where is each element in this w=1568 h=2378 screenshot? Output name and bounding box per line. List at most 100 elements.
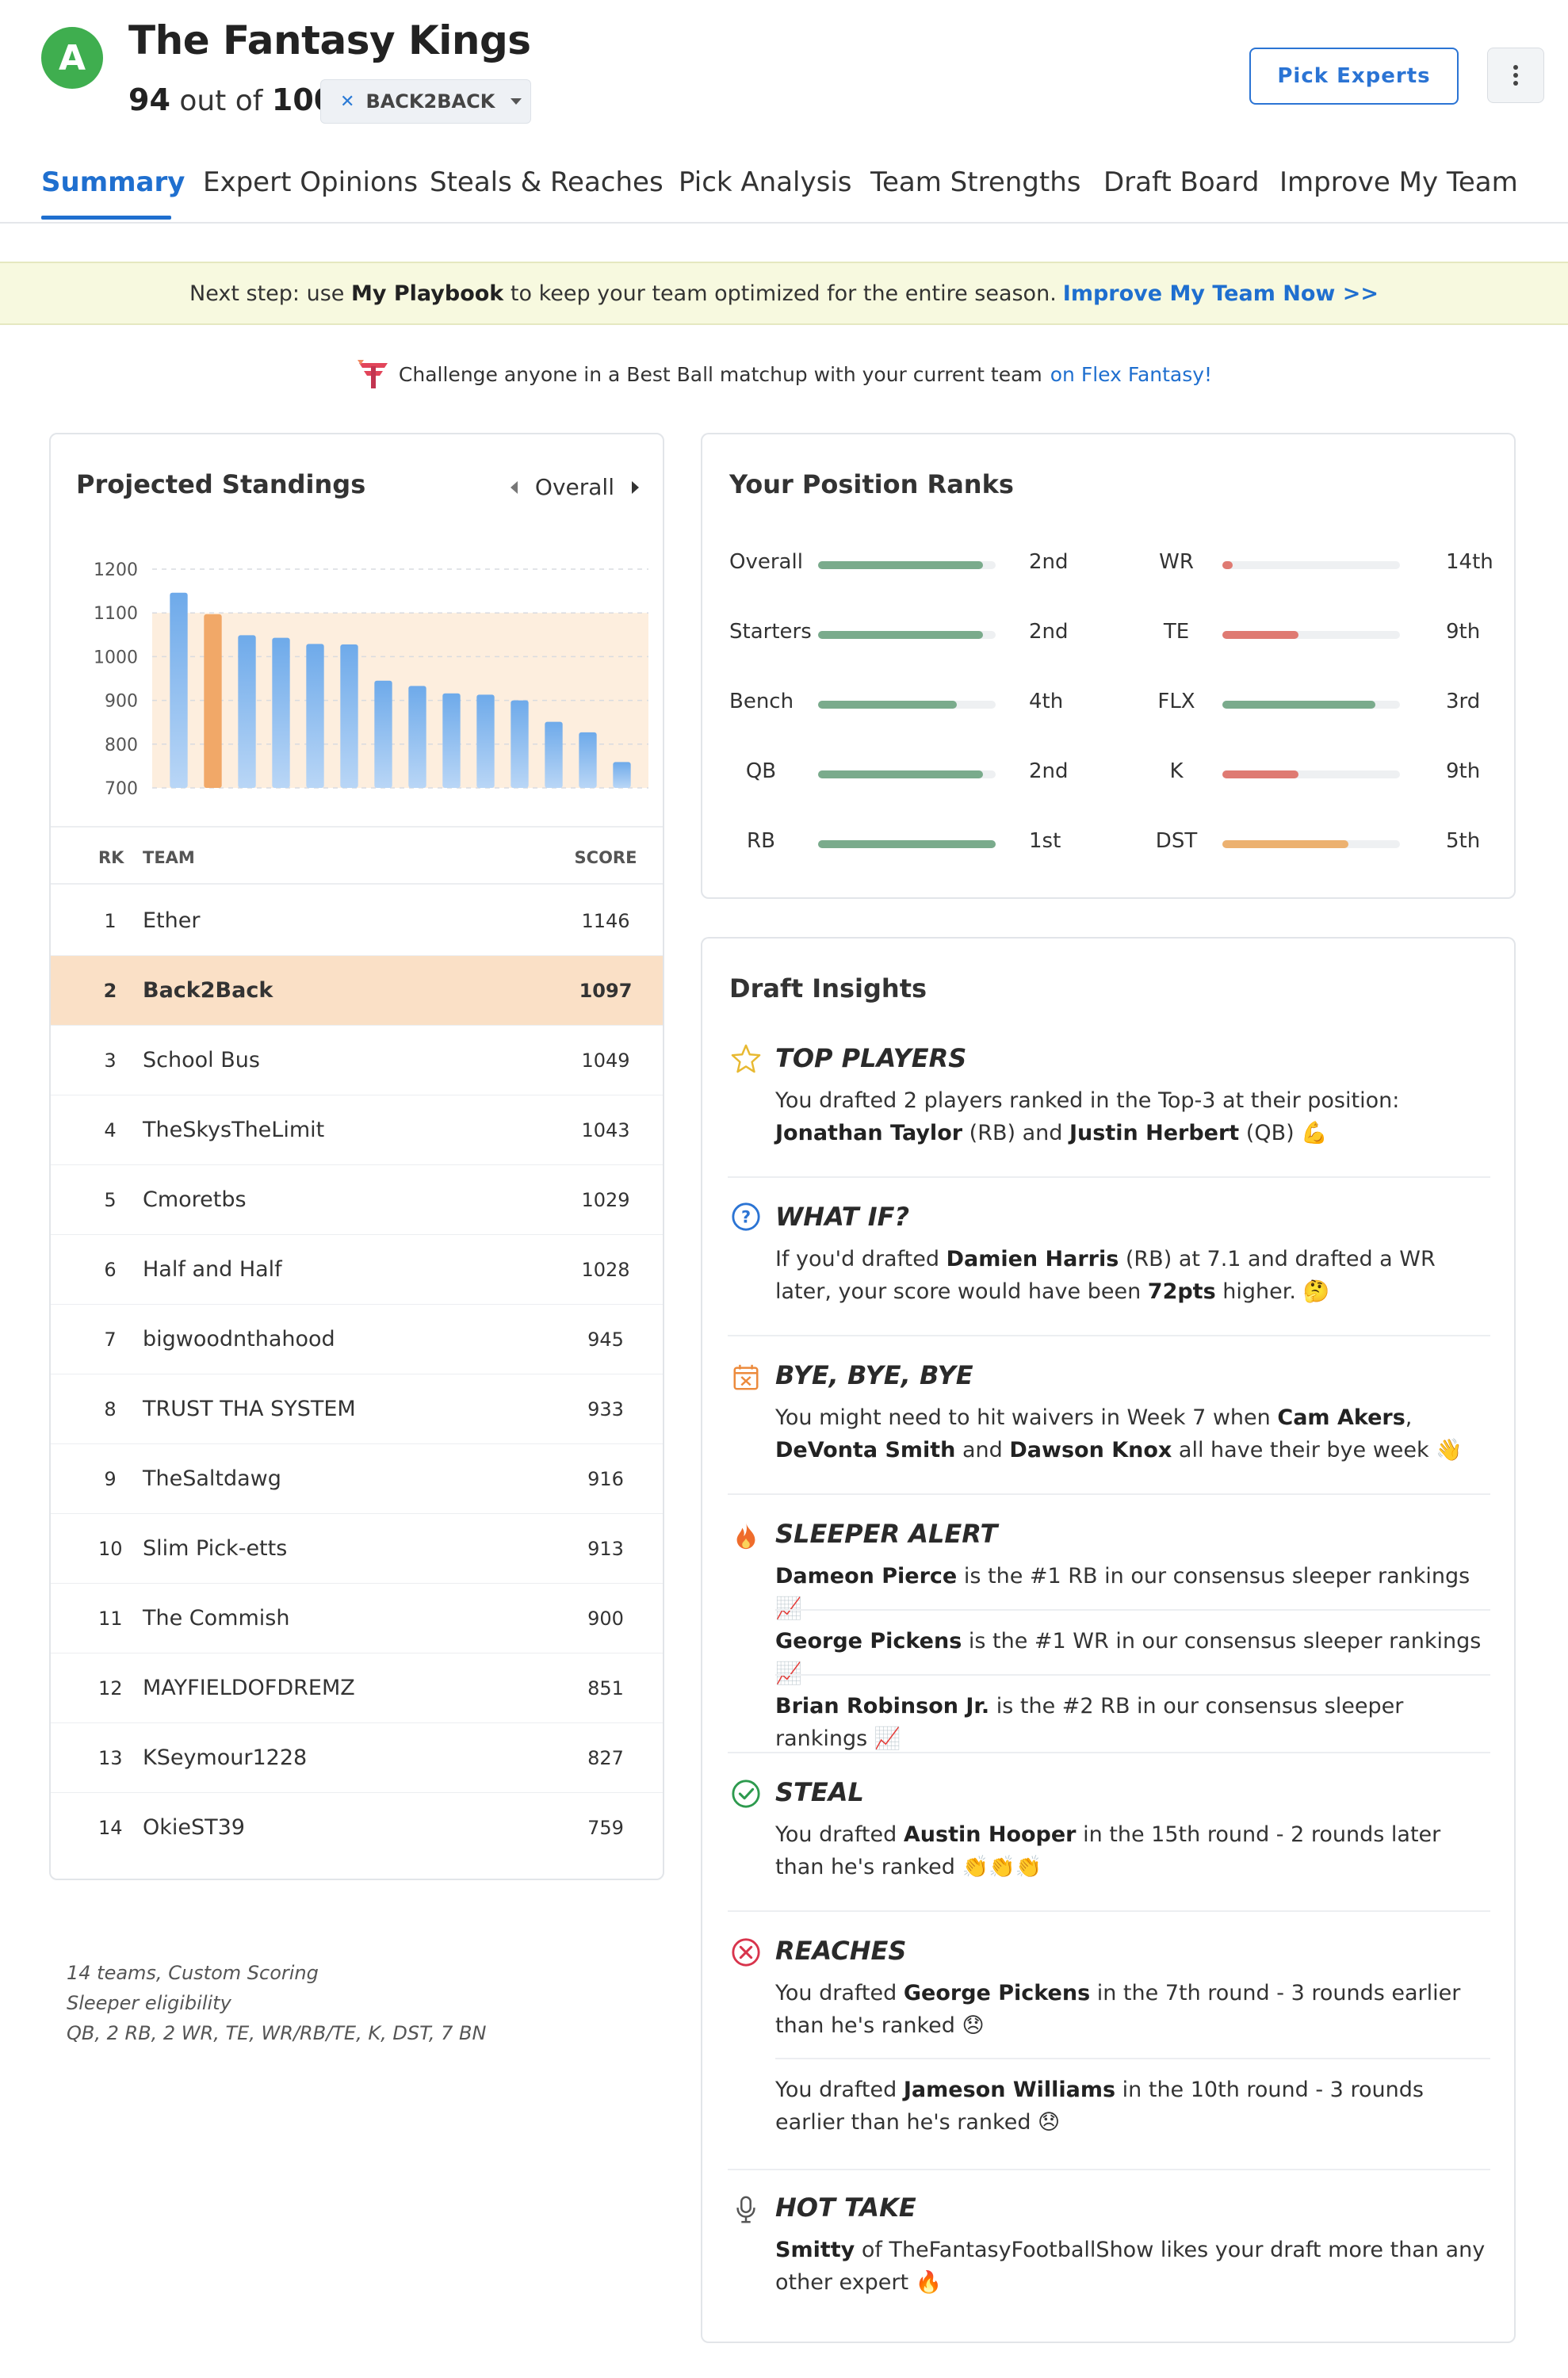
row-rank: 6 [104, 1259, 117, 1281]
position-rank-value: 9th [1446, 759, 1481, 783]
tab-pick-analysis[interactable]: Pick Analysis [679, 166, 852, 198]
insight-bye-title: BYE, BYE, BYE [775, 1360, 973, 1390]
tp-text-3: (QB) 💪 [1245, 1121, 1328, 1145]
more-options-button[interactable] [1487, 48, 1544, 103]
position-label: Overall [729, 550, 803, 574]
row-score: 1146 [581, 910, 630, 932]
sleeper-text-2: is the #1 WR in our consensus sleeper ra… [775, 1629, 1482, 1686]
reach-player-2[interactable]: Jameson Williams [903, 2078, 1116, 2102]
row-rank: 3 [104, 1049, 117, 1072]
row-score: 900 [587, 1608, 624, 1630]
bye-text-2: , [1405, 1405, 1413, 1430]
standings-row[interactable]: 3 School Bus 1049 [51, 1026, 663, 1095]
pick-experts-button[interactable]: Pick Experts [1249, 48, 1459, 105]
rank-bar-fill [818, 701, 957, 709]
tab-summary[interactable]: Summary [41, 166, 185, 198]
standings-row[interactable]: 13 KSeymour1228 827 [51, 1723, 663, 1793]
hot-take-text: of TheFantasyFootballShow likes your dra… [775, 2238, 1486, 2295]
sleeper-player-3[interactable]: Brian Robinson Jr. [775, 1694, 990, 1719]
bar-thesaltdawg [442, 693, 461, 788]
bye-player-1[interactable]: Cam Akers [1277, 1405, 1405, 1430]
row-team: TheSkysTheLimit [143, 1118, 325, 1142]
bye-player-2[interactable]: DeVonta Smith [775, 1438, 956, 1462]
league-roster: QB, 2 RB, 2 WR, TE, WR/RB/TE, K, DST, 7 … [67, 2022, 487, 2044]
row-rank: 11 [98, 1608, 123, 1630]
standings-row[interactable]: 10 Slim Pick-etts 913 [51, 1514, 663, 1584]
row-team: Ether [143, 908, 201, 933]
row-score: 1049 [581, 1049, 630, 1072]
check-circle-icon [732, 1780, 760, 1808]
standings-row[interactable]: 5 Cmoretbs 1029 [51, 1165, 663, 1235]
reach-item: You drafted Jameson Williams in the 10th… [775, 2074, 1489, 2139]
bar-kseymour1228 [579, 732, 597, 788]
hot-take-expert[interactable]: Smitty [775, 2238, 855, 2262]
active-tab-indicator [41, 216, 171, 220]
position-label: WR [1159, 550, 1194, 574]
bar-okiest39 [613, 762, 631, 788]
row-team: Slim Pick-etts [143, 1536, 288, 1561]
clear-icon[interactable]: ✕ [340, 91, 355, 112]
row-team: TRUST THA SYSTEM [143, 1397, 356, 1421]
flex-fantasy-link[interactable]: on Flex Fantasy! [1050, 362, 1213, 386]
standings-row[interactable]: 4 TheSkysTheLimit 1043 [51, 1095, 663, 1165]
standings-row[interactable]: 8 TRUST THA SYSTEM 933 [51, 1374, 663, 1444]
star-icon [731, 1044, 761, 1073]
position-rank-value: 2nd [1029, 550, 1069, 574]
rank-bar-track [818, 701, 996, 709]
standings-title: Projected Standings [76, 469, 366, 499]
standings-row[interactable]: 1 Ether 1146 [51, 886, 663, 956]
y-tick-label: 700 [105, 779, 138, 799]
insight-divider [728, 1176, 1490, 1178]
row-score: 945 [587, 1329, 624, 1351]
reach-text-2a: You drafted [775, 2078, 897, 2102]
position-rank-value: 2nd [1029, 759, 1069, 783]
team-select[interactable]: ✕ BACK2BACK [320, 79, 531, 124]
standings-row[interactable]: 9 TheSaltdawg 916 [51, 1444, 663, 1514]
reach-player-1[interactable]: George Pickens [903, 1981, 1091, 2005]
improve-team-link[interactable]: Improve My Team Now >> [1062, 281, 1379, 306]
tab-improve-my-team[interactable]: Improve My Team [1279, 166, 1518, 198]
chevron-down-icon [511, 98, 522, 105]
insight-steal-title: STEAL [775, 1777, 864, 1807]
row-rank: 14 [98, 1817, 123, 1839]
tab-expert-opinions[interactable]: Expert Opinions [203, 166, 419, 198]
row-team: Cmoretbs [143, 1187, 247, 1212]
standings-row[interactable]: 6 Half and Half 1028 [51, 1235, 663, 1305]
row-rank: 5 [104, 1189, 117, 1211]
row-score: 933 [587, 1398, 624, 1420]
standings-row[interactable]: 14 OkieST39 759 [51, 1793, 663, 1863]
next-arrow-icon[interactable] [632, 480, 639, 494]
standings-row[interactable]: 2 Back2Back 1097 [51, 956, 663, 1026]
prev-arrow-icon[interactable] [510, 480, 518, 494]
tab-draft-board[interactable]: Draft Board [1103, 166, 1260, 198]
tp-player-1[interactable]: Jonathan Taylor [775, 1121, 963, 1145]
rank-bar-track [818, 770, 996, 778]
standings-row[interactable]: 7 bigwoodnthahood 945 [51, 1305, 663, 1374]
rank-bar-fill [818, 840, 996, 848]
bar-back2back [204, 614, 222, 788]
position-rank-value: 3rd [1446, 690, 1481, 713]
row-team: Back2Back [143, 978, 273, 1003]
sleeper-player-2[interactable]: George Pickens [775, 1629, 962, 1654]
insight-divider [728, 1335, 1490, 1336]
steal-text-1: You drafted [775, 1822, 897, 1847]
wi-player[interactable]: Damien Harris [946, 1247, 1119, 1271]
insight-hot-take-title: HOT TAKE [775, 2193, 916, 2223]
standings-row[interactable]: 11 The Commish 900 [51, 1584, 663, 1654]
sleeper-divider [775, 1674, 1490, 1676]
steal-player[interactable]: Austin Hooper [903, 1822, 1077, 1847]
tp-player-2[interactable]: Justin Herbert [1069, 1121, 1240, 1145]
standings-row[interactable]: 12 MAYFIELDOFDREMZ 851 [51, 1654, 663, 1723]
rank-bar-track [818, 631, 996, 639]
sleeper-player-1[interactable]: Dameon Pierce [775, 1564, 958, 1589]
rank-bar-fill [1222, 561, 1233, 569]
standings-view-label: Overall [534, 474, 614, 500]
col-score: SCORE [574, 848, 637, 867]
tab-steals-reaches[interactable]: Steals & Reaches [430, 166, 664, 198]
tab-team-strengths[interactable]: Team Strengths [870, 166, 1081, 198]
bye-player-3[interactable]: Dawson Knox [1009, 1438, 1172, 1462]
y-tick-label: 1100 [94, 604, 138, 624]
position-rank-wr: WR 14th [702, 550, 1514, 582]
grade-badge: A [41, 27, 103, 89]
insight-hot-take-text: Smitty of TheFantasyFootballShow likes y… [775, 2234, 1489, 2299]
